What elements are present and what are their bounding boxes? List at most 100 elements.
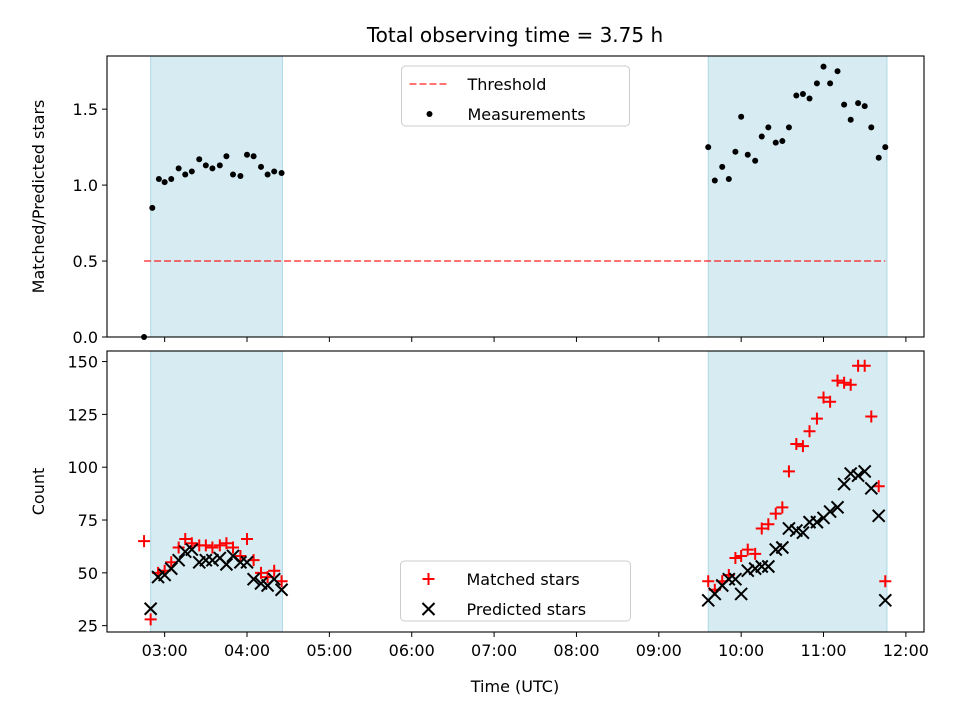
measurement-point	[725, 176, 732, 183]
predicted-stars-point	[810, 515, 824, 529]
matched-stars-point	[782, 465, 795, 478]
matched-stars-point	[729, 552, 742, 565]
y-tick-label: 0.5	[73, 252, 98, 271]
measurement-point	[744, 151, 751, 158]
measurement-point	[765, 124, 772, 131]
matched-stars-point	[831, 374, 844, 387]
y-tick-label: 75	[78, 511, 98, 530]
ratio-panel: 0.0 0.5 1.0 1.5 Matched/Predicted stars Thres…	[29, 55, 925, 347]
measurement-point	[209, 165, 216, 172]
measurement-point	[705, 144, 712, 151]
matched-stars-point	[227, 541, 240, 554]
measurement-point	[168, 176, 175, 183]
measurement-point	[264, 171, 271, 178]
measurement-point	[244, 151, 251, 158]
measurement-point	[793, 92, 800, 99]
matched-stars-point	[185, 537, 198, 550]
matched-stars-point	[796, 440, 809, 453]
predicted-stars-point	[240, 555, 254, 569]
x-tick-label: 06:00	[389, 641, 435, 660]
y-tick-label: 125	[67, 405, 98, 424]
measurement-point	[868, 124, 875, 131]
predicted-stars-point	[143, 602, 158, 616]
measurement-point	[799, 90, 806, 97]
legend-label: Predicted stars	[467, 600, 587, 619]
x-tick-label: 05:00	[306, 641, 352, 660]
measurement-point	[196, 156, 203, 163]
predicted-stars-point	[246, 572, 261, 586]
legend-box	[400, 560, 631, 622]
legend-measurement-swatch	[426, 111, 433, 117]
predicted-stars-point	[878, 593, 892, 608]
measurement-point	[847, 116, 854, 123]
measurement-point	[758, 133, 765, 140]
predicted-stars-point	[857, 464, 872, 479]
legend-label: Threshold	[467, 75, 547, 94]
matched-stars-point	[762, 518, 775, 531]
legend-matched-swatch	[422, 573, 435, 585]
measurement-point	[188, 168, 195, 175]
measurement-point	[250, 153, 257, 160]
predicted-stars-point	[782, 521, 796, 536]
matched-stars-point	[838, 376, 851, 389]
measurement-point	[271, 168, 278, 175]
matched-stars-point	[790, 437, 803, 450]
measurement-point	[182, 171, 189, 178]
measurement-point	[882, 144, 889, 151]
y-tick-label: 1.0	[73, 176, 98, 195]
matched-stars-point	[824, 395, 837, 408]
x-tick-label: 03:00	[142, 641, 188, 660]
x-tick-label: 11:00	[800, 641, 846, 660]
predicted-stars-point	[267, 572, 281, 586]
x-tick-label: 08:00	[553, 641, 599, 660]
measurement-point	[237, 172, 244, 179]
matched-stars-point	[138, 535, 151, 548]
matched-stars-point	[220, 537, 233, 550]
x-tick-label: 09:00	[636, 641, 682, 660]
matched-stars-point	[255, 566, 268, 579]
legend: Matched stars Predicted stars	[400, 560, 631, 622]
predicted-stars-point	[171, 553, 186, 567]
matched-stars-point	[844, 378, 857, 391]
x-tick-label: 12:00	[883, 641, 929, 660]
matched-stars-point	[234, 549, 247, 562]
measurement-point	[155, 176, 162, 183]
predicted-stars-point	[830, 500, 845, 515]
chart-title: Total observing time = 3.75 h	[366, 23, 663, 47]
matched-stars-point	[172, 541, 185, 554]
matched-stars-point	[769, 507, 782, 520]
matched-stars-point	[268, 564, 281, 577]
predicted-stars-point	[219, 557, 234, 572]
measurement-point	[875, 154, 882, 161]
measurement-point	[732, 148, 739, 155]
measurement-point	[230, 171, 237, 178]
y-tick-label: 50	[78, 564, 98, 583]
legend-predicted-swatch	[421, 602, 436, 616]
measurement-point	[806, 95, 813, 102]
y-tick-label: 100	[67, 458, 98, 477]
y-tick-label: 0.0	[73, 328, 98, 347]
predicted-stars-point	[871, 509, 886, 523]
measurement-point	[834, 68, 841, 75]
measurement-point	[278, 169, 285, 176]
y-axis-label: Matched/Predicted stars	[29, 100, 48, 294]
x-axis-label: Time (UTC)	[470, 677, 559, 696]
measurement-point	[223, 153, 230, 160]
matched-stars-point	[803, 425, 816, 438]
matched-stars-point	[755, 522, 768, 535]
predicted-stars-point	[796, 525, 810, 540]
matched-stars-point	[702, 575, 715, 588]
matched-stars-point	[749, 547, 762, 560]
predicted-stars-point	[185, 542, 199, 557]
legend-label: Matched stars	[467, 570, 580, 589]
matched-stars-point	[199, 539, 212, 552]
legend-box	[401, 65, 630, 127]
y-tick-label: 25	[78, 617, 98, 636]
predicted-stars-point	[775, 540, 790, 555]
measurement-point	[779, 138, 786, 145]
y-axis-label: Count	[29, 468, 48, 516]
predicted-stars-point	[864, 481, 878, 496]
measurement-point	[216, 162, 223, 169]
matched-stars-point	[810, 412, 823, 425]
x-tick-label: 10:00	[718, 641, 764, 660]
